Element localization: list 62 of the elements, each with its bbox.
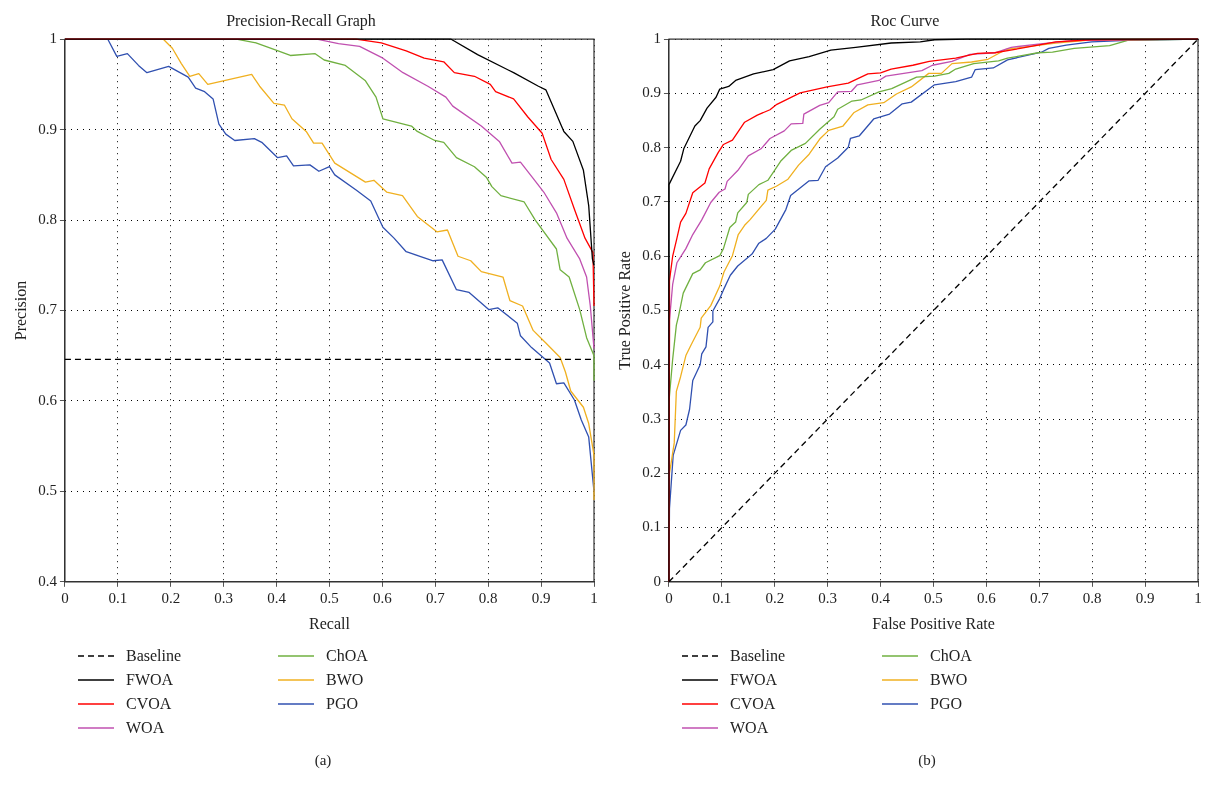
x-tick-label: 0.8 <box>478 589 498 606</box>
x-tick-label: 0.6 <box>373 589 393 606</box>
x-tick-label: 0.6 <box>977 589 997 606</box>
x-tick-label: 0.5 <box>320 589 339 606</box>
y-tick-label: 0.2 <box>642 464 661 481</box>
text: (a) <box>313 752 333 769</box>
y-tick-label: 0.4 <box>38 572 58 589</box>
y-tick-label: 0.9 <box>642 84 661 101</box>
legend-label: ChOA <box>930 647 972 665</box>
y-tick-label: 0.7 <box>642 192 662 209</box>
x-tick-label: 1 <box>1194 589 1202 606</box>
legend-label: FWOA <box>730 671 778 689</box>
y-tick-label: 0.6 <box>38 391 58 408</box>
legend-label: PGO <box>326 695 359 713</box>
y-tick-label: 0.6 <box>642 247 662 264</box>
legend-label: BWO <box>326 671 364 689</box>
y-tick-label: 0.8 <box>642 138 661 155</box>
legend-label: ChOA <box>326 647 368 665</box>
y-tick-label: 0.3 <box>642 409 661 426</box>
x-tick-label: 0.2 <box>161 589 181 606</box>
x-tick-label: 0.1 <box>712 589 732 606</box>
x-tick-label: 1 <box>590 589 598 606</box>
y-tick-label: 1 <box>653 30 661 47</box>
x-tick-label: 0.9 <box>1135 589 1155 606</box>
x-tick-label: 0.4 <box>267 589 287 606</box>
x-tick-label: 0.1 <box>108 589 128 606</box>
x-tick-label: 0.2 <box>765 589 785 606</box>
y-tick-label: 0.5 <box>38 482 57 499</box>
x-axis-title: Recall <box>309 614 351 632</box>
text: (b) <box>917 752 937 769</box>
y-axis-title: Precision <box>11 280 29 341</box>
x-tick-label: 0.4 <box>871 589 891 606</box>
y-tick-label: 0 <box>653 572 661 589</box>
y-tick-label: 0.7 <box>38 301 58 318</box>
x-tick-label: 0.3 <box>818 589 838 606</box>
y-axis-title: True Positive Rate <box>615 251 633 370</box>
y-tick-label: 0.4 <box>642 355 662 372</box>
y-tick-label: 0.9 <box>38 120 57 137</box>
y-tick-label: 0.8 <box>38 211 57 227</box>
x-axis-title: False Positive Rate <box>872 614 995 632</box>
legend-label: FWOA <box>126 671 174 689</box>
x-tick-label: 0.8 <box>1082 589 1102 606</box>
legend-label: Baseline <box>126 647 182 665</box>
chart-title: Precision-Recall Graph <box>226 11 376 30</box>
legend-label: PGO <box>930 695 963 713</box>
y-tick-label: 1 <box>49 30 57 47</box>
legend-label: CVOA <box>730 695 776 713</box>
legend-label: CVOA <box>126 695 172 713</box>
y-tick-label: 0.5 <box>642 301 661 318</box>
x-tick-label: 0.3 <box>214 589 234 606</box>
legend-label: BWO <box>930 671 968 689</box>
x-tick-label: 0.9 <box>531 589 551 606</box>
legend-label: Baseline <box>730 647 786 665</box>
y-tick-label: 0.1 <box>642 518 661 535</box>
x-tick-label: 0.5 <box>924 589 943 606</box>
x-tick-label: 0.7 <box>1029 589 1050 606</box>
chart-title: Roc Curve <box>870 11 940 29</box>
x-tick-label: 0 <box>665 589 673 606</box>
legend-label: WOA <box>730 719 769 737</box>
legend-label: WOA <box>126 719 165 737</box>
x-tick-label: 0.7 <box>425 589 446 606</box>
x-tick-label: 0 <box>61 589 69 606</box>
